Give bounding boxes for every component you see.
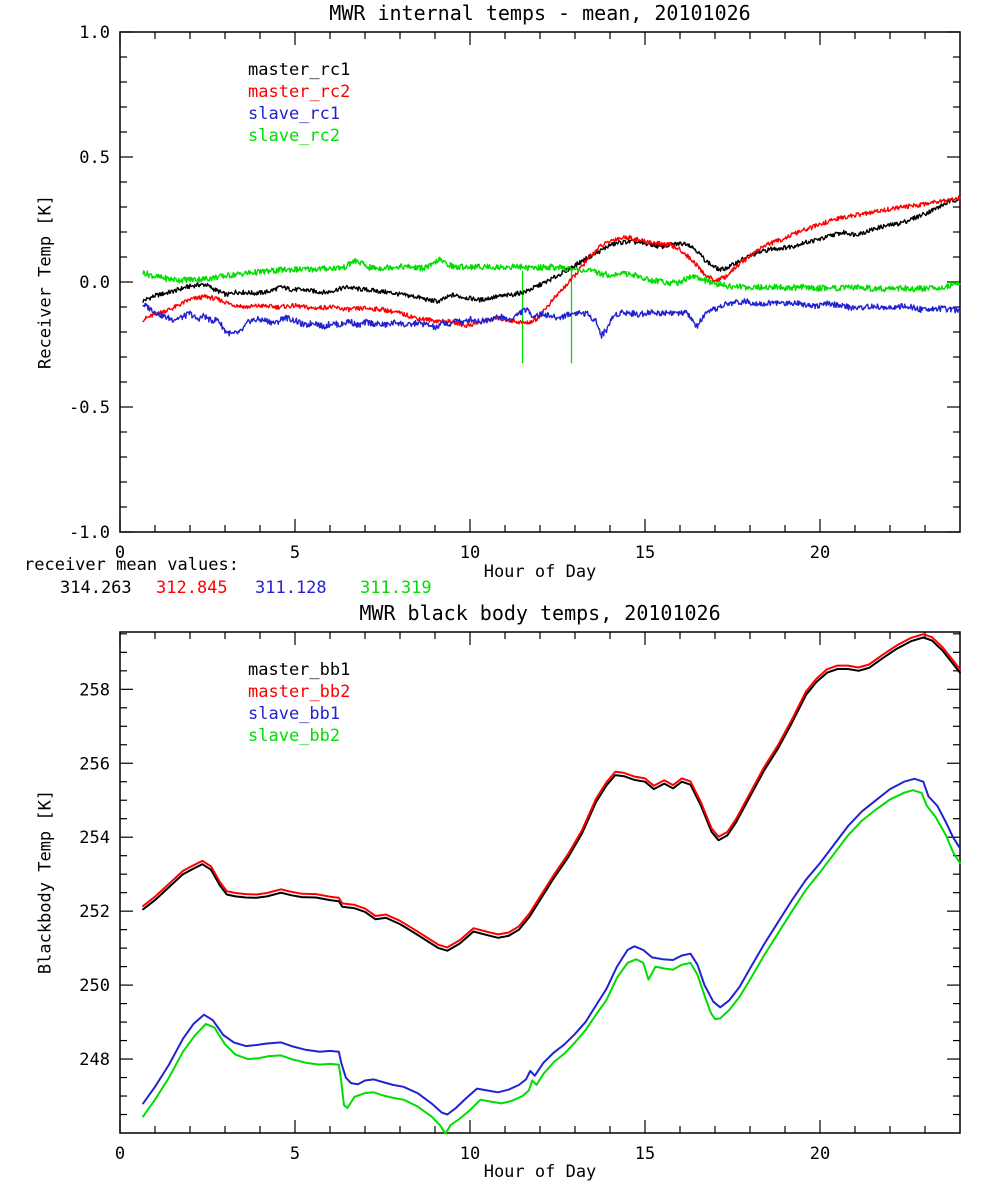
mean-value-slave-rc2: 311.319 — [360, 578, 432, 598]
series-master_rc1 — [142, 197, 961, 304]
y-tick-label: 254 — [79, 828, 110, 848]
series-master_rc2 — [142, 195, 961, 329]
x-tick-label: 20 — [810, 543, 830, 563]
legend-item: master_bb2 — [248, 682, 351, 702]
y-tick-label: 248 — [79, 1050, 110, 1070]
bottom-chart: 0 5 10 15 20 248 250 252 254 256 258 — [79, 631, 961, 1164]
series-slave_bb1 — [142, 777, 961, 1116]
bottom-legend: master_bb1 master_bb2 slave_bb1 slave_bb… — [248, 662, 350, 750]
top-chart-title: MWR internal temps - mean, 20101026 — [329, 1, 751, 25]
top-chart: 0 5 10 15 20 -1.0 -0.5 0.0 0.5 1.0 — [69, 23, 961, 563]
y-tick-label: 256 — [79, 754, 110, 774]
mean-value-master-rc1: 314.263 — [60, 578, 132, 598]
y-tick-label: 1.0 — [79, 23, 110, 43]
series-slave_rc1 — [142, 298, 961, 339]
legend-item: slave_bb1 — [248, 704, 341, 724]
x-tick-label: 0 — [115, 543, 125, 563]
series-master_bb2 — [142, 633, 961, 949]
x-tick-label: 20 — [810, 1144, 830, 1164]
x-tick-label: 10 — [460, 1144, 480, 1164]
legend-item: master_rc1 — [248, 60, 351, 80]
receiver-mean-values-label: receiver mean values: — [24, 555, 239, 575]
mean-value-master-rc2: 312.845 — [156, 578, 228, 598]
bottom-x-axis-title: Hour of Day — [483, 1162, 597, 1182]
x-tick-label: 5 — [290, 543, 300, 563]
bottom-y-axis-title: Blackbody Temp [K] — [35, 789, 56, 975]
x-tick-label: 15 — [635, 1144, 655, 1164]
top-x-axis-title: Hour of Day — [483, 562, 597, 582]
y-tick-label: 252 — [79, 902, 110, 922]
legend-item: slave_bb2 — [248, 726, 341, 746]
y-tick-label: 258 — [79, 680, 110, 700]
series-slave_rc2 — [142, 256, 961, 293]
y-tick-label: -1.0 — [69, 523, 110, 543]
legend-item: slave_rc1 — [248, 104, 341, 124]
x-tick-label: 5 — [290, 1144, 300, 1164]
y-tick-label: 0.0 — [79, 273, 110, 293]
x-tick-label: 0 — [115, 1144, 125, 1164]
bottom-chart-title: MWR black body temps, 20101026 — [359, 601, 721, 625]
series-master_bb1 — [142, 636, 961, 952]
y-tick-label: -0.5 — [69, 398, 110, 418]
top-legend: master_rc1 master_rc2 slave_rc1 slave_rc… — [248, 62, 350, 150]
x-tick-label: 15 — [635, 543, 655, 563]
y-tick-label: 250 — [79, 976, 110, 996]
y-tick-label: 0.5 — [79, 148, 110, 168]
series-slave_bb2 — [142, 789, 961, 1135]
mean-value-slave-rc1: 311.128 — [255, 578, 327, 598]
x-tick-label: 10 — [460, 543, 480, 563]
legend-item: slave_rc2 — [248, 126, 341, 146]
legend-item: master_rc2 — [248, 82, 351, 102]
legend-item: master_bb1 — [248, 660, 351, 680]
top-y-axis-title: Receiver Temp [K] — [35, 195, 56, 369]
receiver-mean-values: 314.263 312.845 311.128 311.319 — [0, 580, 1000, 598]
